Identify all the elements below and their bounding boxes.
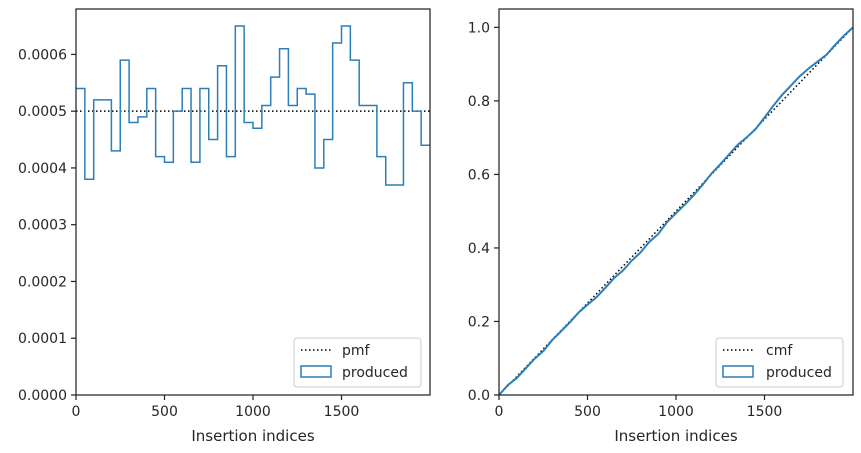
pmf-x-axis-label: Insertion indices (191, 427, 314, 445)
cmf-legend-produced-label: produced (766, 365, 832, 381)
cmf-legend-produced-swatch (722, 365, 754, 378)
cmf-y-tick-label: 0.2 (468, 314, 490, 330)
pmf-x-ticks: 0 500 1000 1500 (72, 395, 360, 420)
pmf-y-tick-label: 0.0002 (18, 274, 67, 290)
cmf-produced-line (498, 26, 854, 396)
pmf-chart: 0 500 1000 1500 0.00000.00010.00020.00030.0… (18, 8, 431, 445)
cmf-chart: 0 500 1000 1500 0.0 0.2 0.4 0.6 0.8 1.0 Insertio… (468, 8, 854, 445)
cmf-legend-cmf-label: cmf (766, 343, 793, 359)
pmf-x-tick-label: 1500 (324, 404, 360, 420)
cmf-y-tick-label: 0.4 (468, 241, 490, 257)
cmf-x-tick-label: 500 (574, 404, 601, 420)
cmf-y-tick-label: 0.6 (468, 167, 490, 183)
pmf-y-tick-label: 0.0000 (18, 388, 67, 404)
pmf-x-tick-label: 500 (151, 404, 178, 420)
cmf-y-tick-label: 0.0 (468, 388, 490, 404)
cmf-x-ticks: 0 500 1000 1500 (495, 395, 783, 420)
cmf-x-axis-label: Insertion indices (614, 427, 737, 445)
pmf-x-tick-label: 0 (72, 404, 81, 420)
cmf-y-ticks: 0.0 0.2 0.4 0.6 0.8 1.0 (468, 20, 499, 404)
cmf-y-tick-label: 0.8 (468, 94, 490, 110)
pmf-legend-pmf-label: pmf (342, 343, 371, 359)
pmf-x-tick-label: 1000 (235, 404, 271, 420)
cmf-x-tick-label: 1500 (747, 404, 783, 420)
pmf-plot-area (76, 9, 430, 395)
pmf-y-tick-label: 0.0005 (18, 104, 67, 120)
cmf-y-tick-label: 1.0 (468, 20, 490, 36)
pmf-legend-produced-label: produced (342, 365, 408, 381)
cmf-x-tick-label: 0 (495, 404, 504, 420)
pmf-y-tick-label: 0.0001 (18, 331, 67, 347)
pmf-y-tick-label: 0.0004 (18, 161, 67, 177)
cmf-x-tick-label: 1000 (658, 404, 694, 420)
cmf-plot-area (499, 9, 853, 395)
pmf-y-tick-label: 0.0006 (18, 47, 67, 63)
pmf-legend: pmf produced (293, 337, 422, 388)
pmf-y-tick-label: 0.0003 (18, 218, 67, 234)
pmf-legend-produced-swatch (300, 365, 332, 378)
pmf-y-ticks: 0.0000 0.0001 0.0002 0.0003 0.0004 0.0005 0.00… (18, 47, 76, 404)
pmf-produced-step (76, 25, 430, 186)
cmf-legend: cmf produced (715, 337, 844, 388)
